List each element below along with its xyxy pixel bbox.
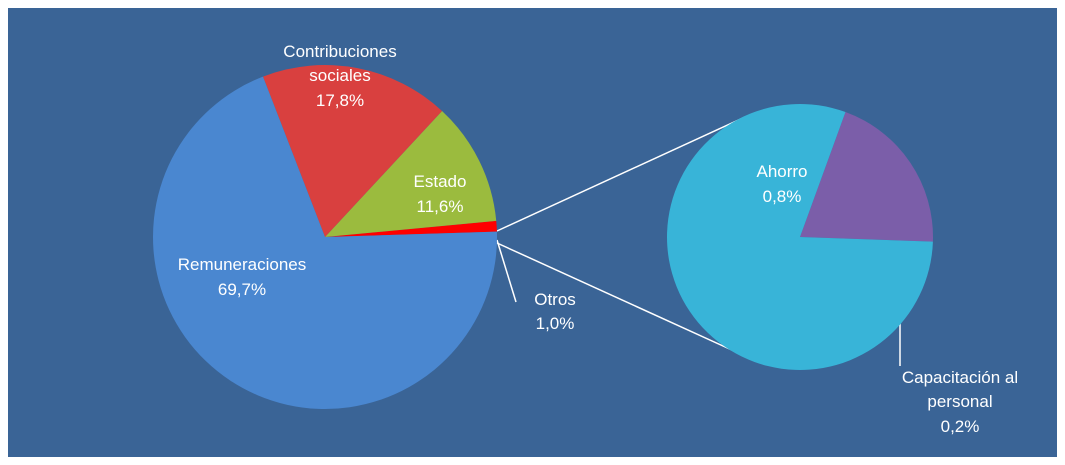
slice-value-label: 11,6% <box>416 197 464 216</box>
slice-value-label: 0,2% <box>940 417 980 436</box>
slice-label: Otros <box>534 290 576 309</box>
slice-label: Contribuciones sociales <box>283 42 397 85</box>
connector-line <box>496 242 746 357</box>
slice-label: Capacitación al personal <box>901 368 1019 411</box>
slice-label: Ahorro <box>756 162 808 181</box>
pie-slice <box>325 220 497 237</box>
leader-line <box>496 239 517 303</box>
slice-value-label: 17,8% <box>315 91 365 110</box>
slice-label: Estado <box>413 172 467 191</box>
slice-value-label: 0,8% <box>762 187 802 206</box>
pie-slice <box>667 103 933 370</box>
pie-slice <box>800 112 933 242</box>
connector-line <box>496 116 746 232</box>
slice-value-label: 69,7% <box>217 280 267 299</box>
slice-value-label: 1,0% <box>535 314 575 333</box>
pie-slice <box>325 110 497 237</box>
pie-slice <box>262 65 443 237</box>
pie-slice <box>153 76 498 410</box>
slice-label: Remuneraciones <box>177 255 307 274</box>
